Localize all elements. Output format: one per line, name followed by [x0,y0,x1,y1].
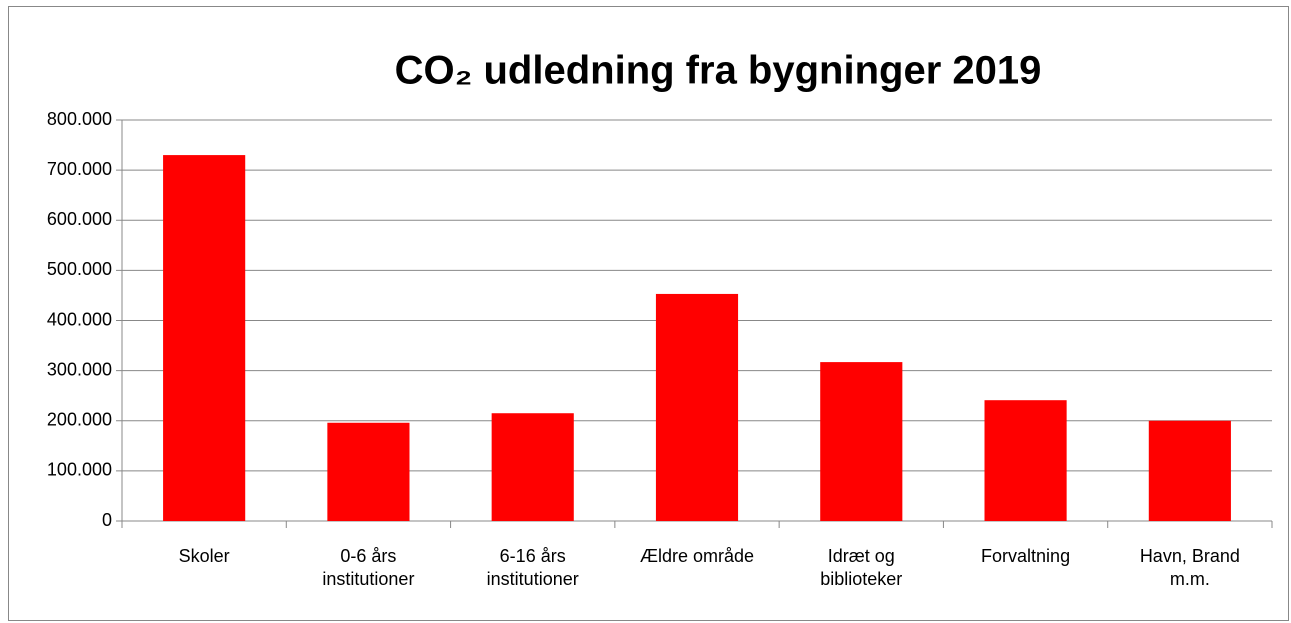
bar [491,413,574,521]
y-tick-label: 800.000 [47,109,112,129]
x-tick-label: Ældre område [639,546,754,566]
y-tick-label: 300.000 [47,359,112,379]
chart-title: CO₂ udledning fra bygninger 2019 [395,49,1042,93]
x-tick-label: Havn, Brand m.m. [1139,546,1240,589]
bar [327,422,410,521]
x-tick-label: Idræt og biblioteker [820,546,903,589]
bar [163,155,246,521]
bar [820,362,903,521]
x-tick-label: 0-6 års institutioner [322,546,415,589]
y-tick-label: 100.000 [47,460,112,480]
y-tick-label: 600.000 [47,209,112,229]
y-tick-label: 0 [102,510,112,530]
x-tick-label: 6-16 års institutioner [486,546,579,589]
x-tick-label: Forvaltning [981,546,1071,566]
y-tick-label: 700.000 [47,159,112,179]
y-tick-label: 200.000 [47,410,112,430]
bar [984,400,1067,521]
bar [655,293,739,521]
bar [1148,420,1231,521]
x-tick-label: Skoler [178,546,230,566]
y-tick-label: 500.000 [47,259,112,279]
y-tick-label: 400.000 [47,309,112,329]
